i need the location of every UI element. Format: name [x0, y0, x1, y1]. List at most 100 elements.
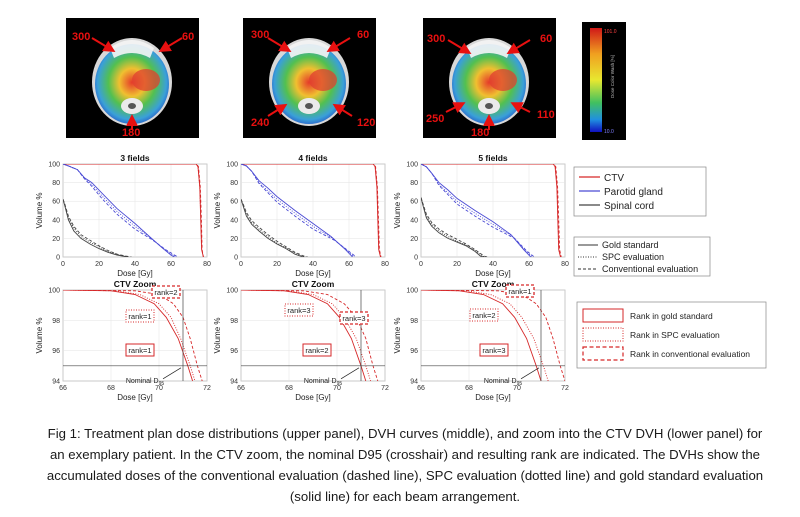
x-axis-label: Dose [Gy] [475, 393, 511, 402]
mandible-bone [467, 40, 511, 58]
x-tick-label: 70 [513, 385, 521, 392]
y-tick-label: 100 [226, 288, 238, 295]
x-tick-label: 60 [525, 261, 533, 268]
series-line-parotid-gland-dashed [421, 164, 535, 257]
y-tick-label: 80 [230, 180, 238, 187]
legend-swatch-rank-gold [582, 308, 624, 323]
dose-distribution-5-fields [423, 18, 556, 138]
colorbar-bottom-value: 10.0 [604, 129, 614, 135]
target-region [132, 69, 160, 91]
mandible-bone [287, 40, 331, 58]
series-line-ctv-solid [241, 164, 381, 257]
y-tick-label: 0 [234, 255, 238, 262]
beam-arrow [91, 37, 116, 53]
colorbar-background [582, 22, 626, 140]
figure-caption: Fig 1: Treatment plan dose distributions… [46, 426, 764, 504]
x-tick-label: 68 [285, 385, 293, 392]
beam-angle-label: 60 [357, 29, 369, 41]
nominal-d95-arrow [520, 367, 540, 380]
rank-box-gold [302, 343, 332, 357]
y-tick-label: 94 [230, 379, 238, 386]
target-region [309, 69, 337, 91]
colorbar-gradient [590, 28, 602, 132]
y-tick-label: 40 [410, 217, 418, 224]
nominal-d95-subscript: 95 [159, 381, 165, 387]
chart-title: CTV Zoom [472, 279, 515, 289]
series-line-ctv-dashed [63, 290, 203, 381]
x-tick-label: 40 [131, 261, 139, 268]
x-tick-label: 0 [239, 261, 243, 268]
series-group [421, 290, 565, 381]
target-region [489, 69, 517, 91]
y-tick-label: 94 [52, 379, 60, 386]
legend-swatch-rank-spc [582, 327, 624, 342]
beam-arrow [332, 103, 353, 117]
y-tick-label: 100 [406, 162, 418, 169]
series-line-spinal-cord-dashed [421, 197, 488, 257]
nominal-d95-subscript: 95 [517, 381, 523, 387]
beam-angle-label: 250 [426, 113, 444, 125]
x-tick-label: 0 [419, 261, 423, 268]
beam-annotations-3-fields: 300 60 180 [72, 31, 194, 139]
dvh-chart: 0 20 40 60 80 0 20 40 60 80 100 Dose [Gy] Volume % 4 … [213, 153, 389, 278]
y-tick-label: 40 [52, 217, 60, 224]
y-tick-label: 40 [230, 217, 238, 224]
series-line-ctv-solid [63, 164, 204, 257]
dvh-chart: 0 20 40 60 80 0 20 40 60 80 100 Dose [Gy] Volume % 3 … [35, 153, 211, 278]
rank-label-spc: rank=3 [287, 306, 310, 315]
dose-color-wash [452, 44, 526, 124]
series-line-ctv-solid [421, 290, 542, 381]
y-tick-label: 20 [230, 236, 238, 243]
y-tick-label: 100 [48, 288, 60, 295]
x-axis-label: Dose [Gy] [475, 269, 511, 278]
nominal-d95-subscript: 95 [337, 381, 343, 387]
x-tick-label: 0 [61, 261, 65, 268]
series-group [63, 164, 204, 257]
legend-box [573, 236, 711, 277]
rank-box-conventional [505, 284, 535, 298]
x-tick-label: 72 [561, 385, 569, 392]
legend-label-cord: Spinal cord [604, 201, 654, 212]
beam-angle-label: 60 [540, 33, 552, 45]
rank-label-spc: rank=2 [472, 311, 495, 320]
y-axis-label: Volume % [213, 192, 222, 228]
y-tick-label: 96 [230, 348, 238, 355]
colorbar-label: Dose Color Wash [%] [610, 55, 615, 98]
series-line-ctv-solid [241, 290, 367, 381]
series-line-ctv-dashed [241, 290, 379, 381]
beam-angle-label: 300 [427, 33, 445, 45]
nominal-d95-label: Nominal D95 [304, 378, 342, 387]
nominal-d95-arrow [162, 367, 182, 380]
x-axis-label: Dose [Gy] [117, 393, 153, 402]
y-tick-label: 96 [52, 348, 60, 355]
legend-swatch-rank-conventional [582, 346, 624, 361]
x-tick-label: 80 [203, 261, 211, 268]
beam-angle-label: 60 [182, 31, 194, 43]
y-axis-label: Volume % [213, 317, 222, 353]
x-tick-label: 66 [237, 385, 245, 392]
dose-distribution-3-fields [66, 18, 199, 138]
chart-title: CTV Zoom [114, 279, 157, 289]
rank-box-gold [479, 343, 509, 357]
chart-title: 4 fields [298, 153, 328, 163]
rank-legend: Rank in gold standard Rank in SPC evalua… [576, 301, 767, 369]
y-tick-label: 20 [410, 236, 418, 243]
series-line-spinal-cord-solid [63, 199, 128, 257]
y-tick-label: 98 [230, 318, 238, 325]
dose-color-wash [272, 44, 346, 124]
legend-label-gold: Gold standard [602, 240, 659, 250]
legend-label-rank-conventional: Rank in conventional evaluation [630, 349, 750, 359]
beam-angle-label: 240 [251, 117, 269, 129]
x-tick-label: 72 [203, 385, 211, 392]
beam-arrow [326, 37, 351, 53]
rank-box-conventional [151, 285, 181, 299]
structure-legend: CTV Parotid gland Spinal cord [573, 166, 707, 217]
x-tick-label: 68 [107, 385, 115, 392]
y-tick-label: 98 [52, 318, 60, 325]
colorbar-top-value: 101.0 [604, 29, 617, 35]
series-line-spinal-cord-solid [241, 199, 305, 257]
y-tick-label: 60 [230, 199, 238, 206]
rank-box-conventional [339, 311, 369, 325]
chart-title: 3 fields [120, 153, 150, 163]
x-tick-label: 80 [381, 261, 389, 268]
